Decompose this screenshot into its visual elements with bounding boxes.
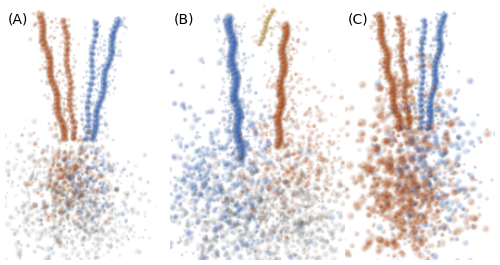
- Text: (B): (B): [174, 13, 194, 27]
- Text: (A): (A): [8, 13, 28, 27]
- Text: (C): (C): [348, 13, 368, 27]
